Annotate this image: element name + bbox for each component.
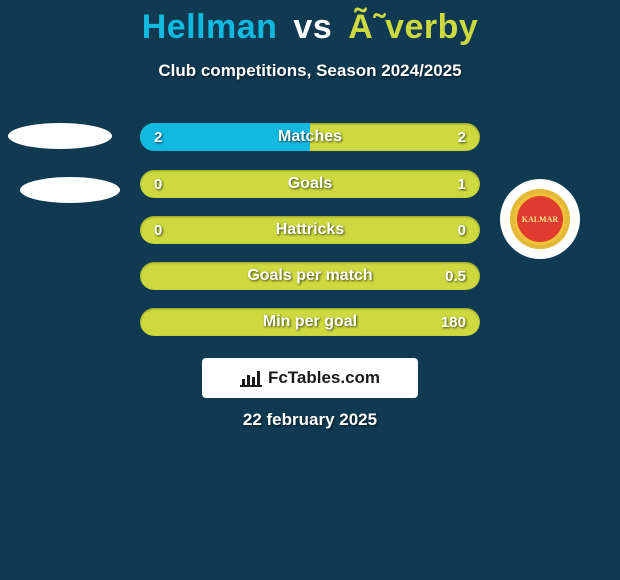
crest-inner: KALMAR bbox=[517, 196, 563, 242]
title-player1: Hellman bbox=[142, 8, 278, 46]
stat-value-left: 2 bbox=[154, 129, 162, 146]
stat-row: Matches2 2 bbox=[140, 123, 480, 151]
stat-bar: Goals per match0.5 bbox=[140, 262, 480, 290]
stat-row: Goals per match0.5 bbox=[140, 262, 480, 290]
source-badge-text: FcTables.com bbox=[268, 368, 380, 388]
placeholder-avatar bbox=[8, 123, 112, 149]
stat-value-right: 180 bbox=[441, 314, 466, 331]
title-vs: vs bbox=[287, 8, 338, 46]
placeholder-avatar bbox=[20, 177, 120, 203]
stat-label: Goals bbox=[140, 175, 480, 193]
stat-label: Matches bbox=[140, 128, 480, 146]
stat-label: Hattricks bbox=[140, 221, 480, 239]
stat-bar: Goals0 1 bbox=[140, 170, 480, 198]
bar-chart-icon bbox=[240, 369, 262, 387]
title-player2: Ã˜verby bbox=[348, 8, 478, 46]
stat-bar: Matches2 2 bbox=[140, 123, 480, 151]
footer-date: 22 february 2025 bbox=[0, 410, 620, 430]
source-badge: FcTables.com bbox=[202, 358, 418, 398]
comparison-card: Hellman vs Ã˜verby Club competitions, Se… bbox=[0, 0, 620, 580]
right-club-crest: KALMAR bbox=[500, 179, 580, 259]
crest-outer: KALMAR bbox=[510, 189, 569, 248]
stat-value-left: 0 bbox=[154, 222, 162, 239]
stat-value-right: 0 bbox=[458, 222, 466, 239]
stat-row: Hattricks0 0 bbox=[140, 216, 480, 244]
stat-value-right: 0.5 bbox=[445, 268, 466, 285]
title: Hellman vs Ã˜verby bbox=[0, 0, 620, 47]
stat-row: Goals0 1 bbox=[140, 170, 480, 198]
stat-row: Min per goal180 bbox=[140, 308, 480, 336]
stat-value-right: 1 bbox=[458, 176, 466, 193]
crest-text: KALMAR bbox=[522, 215, 558, 224]
subtitle: Club competitions, Season 2024/2025 bbox=[0, 61, 620, 81]
stat-value-right: 2 bbox=[458, 129, 466, 146]
stat-bar: Hattricks0 0 bbox=[140, 216, 480, 244]
stat-bar: Min per goal180 bbox=[140, 308, 480, 336]
stat-label: Min per goal bbox=[140, 313, 480, 331]
stat-label: Goals per match bbox=[140, 267, 480, 285]
stat-value-left: 0 bbox=[154, 176, 162, 193]
